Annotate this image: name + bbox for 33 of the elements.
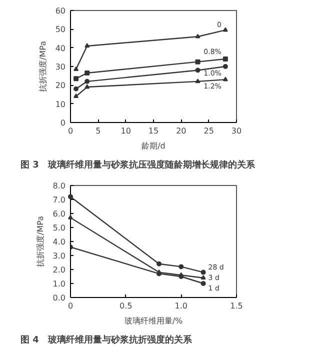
y-tick-label: 7.0 (52, 196, 66, 204)
y-tick-label: 5.0 (52, 224, 66, 232)
x-axis-title: 玻璃纤维用量/% (124, 316, 184, 326)
x-tick-label: 1.0 (174, 302, 188, 310)
x-axis-title: 龄期/d (142, 142, 166, 150)
x-tick-label: 5 (96, 126, 101, 136)
x-tick-label: 25 (204, 126, 214, 136)
y-tick-label: 3.0 (52, 252, 66, 260)
y-tick-label: 20 (55, 81, 66, 90)
text: 图 4 玻璃纤维用量与砂浆抗折强度的关系 (20, 334, 193, 346)
y-tick-label: 40 (55, 44, 66, 53)
y-tick-label: 8.0 (52, 182, 66, 190)
x-tick-label: 0 (68, 302, 74, 310)
y-tick-label: 4.0 (52, 238, 66, 246)
x-tick-label: 20 (176, 126, 186, 136)
y-tick-label: 50 (55, 25, 66, 34)
y-tick-label: 0 (60, 118, 66, 128)
x-tick-label: 30 (231, 126, 242, 136)
x-tick-label: 1.5 (230, 302, 243, 310)
text: 图 3 玻璃纤维用量与砂浆抗压强度随龄期增长规律的关系 (20, 160, 256, 170)
y-tick-label: 30 (55, 62, 66, 72)
x-tick-label: 0.5 (119, 302, 132, 310)
y-tick-label: 6.0 (52, 210, 66, 218)
y-tick-label: 10 (55, 100, 66, 109)
y-axis-title: 抗折强度/MPa (36, 216, 45, 267)
x-tick-label: 15 (148, 126, 159, 136)
y-tick-label: 0.0 (52, 294, 66, 302)
y-tick-label: 2.0 (52, 266, 66, 274)
y-tick-label: 60 (55, 6, 66, 16)
y-tick-label: 1.0 (52, 280, 66, 288)
x-tick-label: 10 (120, 126, 131, 136)
x-tick-label: 0 (68, 126, 74, 136)
y-axis-title: 抗折强度/MPa (38, 40, 48, 92)
